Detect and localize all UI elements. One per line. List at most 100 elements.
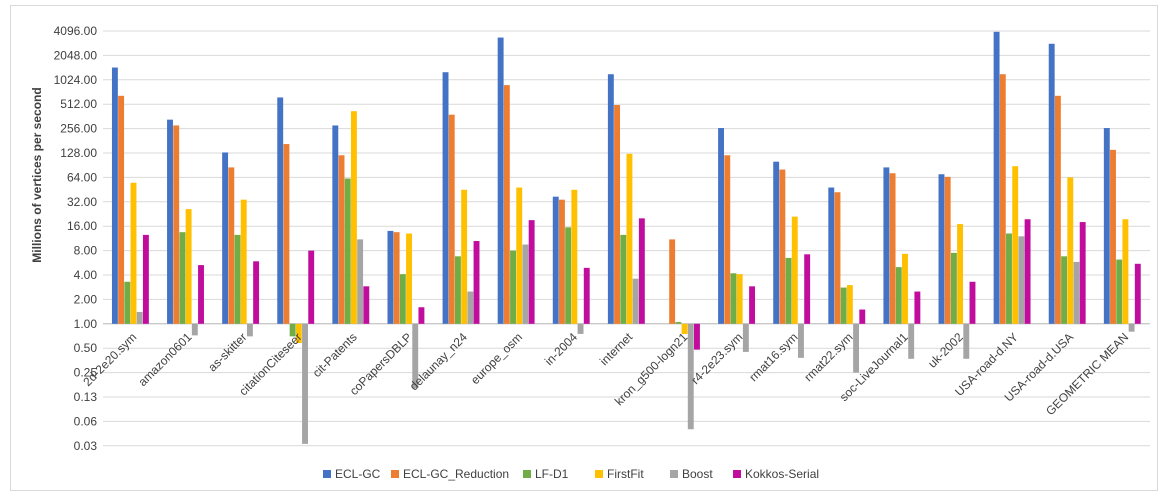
bar [607, 74, 614, 324]
y-tick-labels: 4096.00 2048.00 1024.00 512.00 256.00 128.00 6… [54, 24, 98, 453]
bar [522, 244, 529, 324]
bar [406, 233, 412, 324]
bar [999, 74, 1006, 324]
bar [448, 114, 455, 324]
legend-swatch [733, 470, 741, 478]
bar [957, 224, 964, 324]
y-tick-label: 128.00 [60, 146, 97, 160]
bar [853, 323, 860, 373]
bar [859, 309, 866, 324]
y-tick-label: 16.00 [67, 219, 97, 233]
bar [638, 218, 645, 324]
y-tick-label: 1.00 [74, 317, 98, 331]
bar [418, 307, 425, 324]
bar [118, 95, 125, 324]
bars [111, 31, 1141, 444]
bar [950, 252, 957, 324]
x-category-label: in-2004 [542, 330, 580, 368]
bar [1073, 261, 1080, 324]
bar [565, 227, 572, 324]
bar [308, 250, 315, 324]
bar [620, 234, 627, 324]
y-tick-label: 2048.00 [54, 48, 98, 62]
x-category-label: rmat22.sym [801, 330, 855, 384]
bar [454, 256, 461, 324]
bar [834, 192, 841, 324]
bar [142, 234, 149, 324]
bar [779, 169, 786, 324]
bar [914, 291, 921, 324]
bar [742, 323, 749, 352]
bar [503, 85, 510, 324]
bar [669, 239, 676, 324]
bar [1116, 259, 1123, 324]
bar [749, 286, 756, 324]
y-tick-label: 1024.00 [54, 73, 98, 87]
bar [124, 281, 131, 324]
bar [338, 155, 345, 324]
bar [828, 187, 835, 324]
bar [283, 144, 290, 324]
x-category-label: internet [597, 330, 636, 369]
bar [730, 273, 737, 324]
bar [295, 323, 302, 343]
bar [387, 230, 394, 324]
bar [516, 187, 523, 324]
bar [1067, 177, 1074, 324]
bar [724, 155, 731, 324]
y-tick-label: 512.00 [60, 97, 97, 111]
bar [412, 323, 419, 389]
bar [1054, 95, 1061, 324]
bar [846, 285, 853, 324]
bar [136, 311, 143, 324]
bar [614, 105, 620, 324]
x-category-label: as-skitter [205, 330, 249, 374]
bar [350, 111, 357, 324]
legend-swatch [391, 470, 399, 478]
legend-label: FirstFit [607, 467, 644, 481]
bar [571, 189, 578, 324]
bar [246, 323, 253, 337]
bar [577, 323, 584, 334]
bar [558, 199, 565, 324]
legend-label: ECL-GC_Reduction [403, 467, 509, 481]
bar [473, 241, 480, 324]
bar [1079, 222, 1086, 324]
bar [1122, 219, 1129, 324]
x-category-label: amazon0601 [135, 330, 194, 389]
legend-label: Boost [682, 467, 713, 481]
bar [993, 31, 1000, 324]
bar [687, 323, 694, 430]
bar [363, 286, 370, 324]
bar [167, 119, 173, 324]
y-tick-label: 0.03 [74, 439, 98, 453]
y-tick-label: 0.06 [74, 414, 98, 428]
bar [736, 274, 743, 324]
y-tick-label: 0.25 [74, 366, 98, 380]
y-tick-label: 4.00 [74, 268, 98, 282]
bar [889, 173, 896, 324]
bar [798, 323, 804, 358]
bar [694, 323, 700, 350]
bar [191, 323, 198, 336]
x-category-label: rmat16.sym [746, 330, 800, 384]
y-tick-label: 256.00 [60, 122, 97, 136]
legend-label: LF-D1 [535, 467, 569, 481]
y-tick-label: 2.00 [74, 292, 98, 306]
bar [198, 265, 204, 324]
legend-label: Kokkos-Serial [745, 467, 819, 481]
bar [1018, 236, 1025, 324]
bar [804, 254, 811, 324]
y-tick-label: 8.00 [74, 244, 98, 258]
legend-swatch [595, 470, 603, 478]
y-tick-label: 4096.00 [54, 24, 98, 38]
legend: ECL-GC ECL-GC_Reduction LF-D1 FirstFit Boost… [323, 467, 819, 481]
bar [173, 125, 180, 324]
bar [497, 37, 504, 324]
bar [240, 199, 247, 324]
bar [344, 178, 351, 324]
bar [253, 261, 260, 324]
bar [222, 152, 229, 324]
bar [393, 232, 400, 324]
bar [277, 97, 284, 324]
